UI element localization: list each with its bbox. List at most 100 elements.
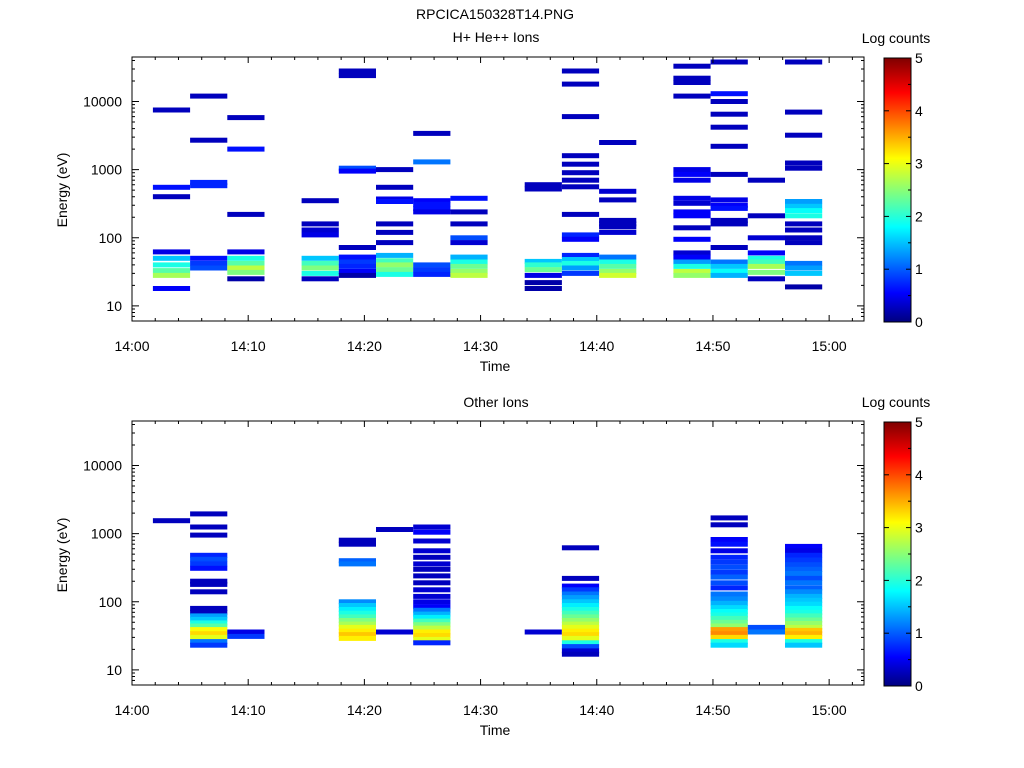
heatmap-cell	[710, 564, 748, 570]
heatmap-cell	[338, 558, 376, 564]
colorbar-tick-label: 1	[915, 625, 923, 641]
heatmap-cell	[301, 260, 339, 266]
heatmap-cell	[450, 195, 488, 201]
heatmap-cell	[338, 73, 376, 79]
heatmap-cell	[561, 257, 600, 262]
heatmap-cell	[152, 518, 191, 524]
heatmap-cell	[747, 177, 785, 183]
heatmap-cell	[561, 628, 600, 634]
heatmap-cell	[227, 633, 265, 639]
heatmap-cell	[413, 566, 451, 572]
heatmap-cells	[152, 511, 823, 657]
y-tick-label: 10000	[83, 458, 122, 474]
heatmap-cell	[561, 583, 600, 589]
heatmap-cell	[413, 159, 451, 165]
heatmap-cell	[710, 124, 748, 130]
heatmap-cell	[413, 538, 451, 544]
heatmap-cell	[673, 209, 711, 215]
heatmap-cell	[710, 522, 748, 528]
x-tick-label: 14:20	[347, 338, 382, 354]
heatmap-cell	[338, 254, 376, 260]
heatmap-cell	[190, 524, 228, 530]
y-tick-label: 1000	[91, 526, 122, 542]
heatmap-cell	[338, 537, 376, 543]
colorbar-tick-label: 3	[915, 156, 923, 172]
heatmap-cell	[710, 217, 748, 223]
heatmap-cell	[190, 565, 228, 571]
colorbar-label: Log counts	[862, 394, 931, 410]
x-tick-label: 14:00	[114, 702, 149, 718]
heatmap-cell	[524, 258, 562, 264]
heatmap-cell	[710, 263, 748, 269]
heatmap-cell	[413, 580, 451, 586]
heatmap-cell	[152, 107, 191, 113]
x-tick-label: 14:30	[463, 338, 498, 354]
heatmap-cell	[785, 593, 823, 599]
heatmap-cell	[785, 631, 823, 637]
heatmap-cell	[152, 272, 191, 278]
x-axis-ticks: 14:00 14:10 14:20 14:30 14:40 14:50 15:00	[114, 57, 853, 354]
heatmap-cell	[747, 255, 785, 261]
y-tick-label: 10	[106, 298, 122, 314]
heatmap-cell	[785, 221, 823, 227]
heatmap-cell	[190, 581, 228, 587]
x-tick-label: 14:10	[231, 338, 266, 354]
heatmap-cell	[376, 199, 414, 204]
heatmap-cell	[413, 267, 451, 273]
heatmap-cell	[561, 614, 600, 620]
heatmap-cell	[301, 276, 339, 282]
heatmap-cell	[376, 229, 414, 235]
heatmap-cell	[710, 515, 748, 521]
heatmap-cell	[561, 252, 600, 258]
heatmap-cell	[561, 610, 600, 616]
heatmap-cell	[785, 585, 823, 591]
heatmap-cell	[338, 168, 376, 174]
heatmap-cell	[785, 634, 823, 640]
colorbar-tick-label: 1	[915, 261, 923, 277]
heatmap-cell	[227, 265, 265, 271]
heatmap-cell	[561, 68, 600, 74]
heatmap-cell	[524, 267, 562, 273]
colorbar-ticks: 0 1 2 3 4 5	[884, 50, 923, 330]
heatmap-cell	[785, 557, 823, 563]
heatmap-cell	[450, 254, 488, 260]
heatmap-cell	[190, 589, 228, 595]
heatmap-cell	[561, 607, 600, 612]
heatmap-cell	[190, 511, 228, 517]
heatmap-cell	[561, 632, 600, 638]
heatmap-cell	[599, 254, 637, 260]
heatmap-cell	[747, 269, 785, 275]
heatmap-cells	[152, 59, 823, 291]
heatmap-cell	[190, 183, 228, 189]
heatmap-cell	[785, 597, 823, 603]
heatmap-cell	[561, 114, 600, 120]
heatmap-cell	[710, 585, 748, 591]
heatmap-cell	[190, 255, 228, 261]
heatmap-cell	[524, 286, 562, 291]
x-tick-label: 14:40	[579, 702, 614, 718]
heatmap-cell	[227, 211, 265, 217]
heatmap-cell	[338, 628, 376, 634]
heatmap-cell	[785, 548, 823, 554]
heatmap-cell	[561, 153, 600, 159]
heatmap-cell	[227, 255, 265, 261]
heatmap-cell	[785, 109, 823, 115]
heatmap-cell	[413, 622, 451, 628]
heatmap-cell	[338, 599, 376, 605]
heatmap-cell	[376, 221, 414, 227]
heatmap-cell	[338, 635, 376, 641]
heatmap-cell	[710, 205, 748, 211]
heatmap-cell	[710, 559, 748, 565]
heatmap-cell	[673, 254, 711, 260]
heatmap-cell	[190, 609, 228, 615]
heatmap-cell	[301, 232, 339, 238]
heatmap-cell	[413, 599, 451, 605]
heatmap-cell	[301, 270, 339, 276]
heatmap-cell	[785, 552, 823, 558]
heatmap-cell	[338, 632, 376, 638]
heatmap-cell	[413, 554, 451, 560]
heatmap-cell	[710, 548, 748, 554]
heatmap-cell	[785, 642, 823, 648]
heatmap-cell	[561, 211, 600, 217]
